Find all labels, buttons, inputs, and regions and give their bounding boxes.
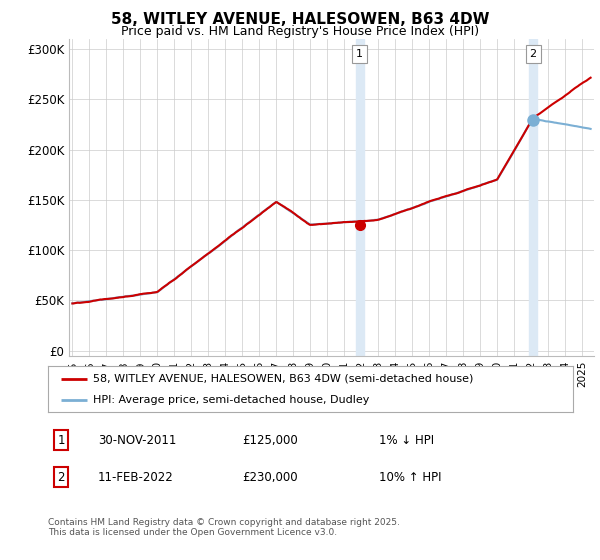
Text: 1% ↓ HPI: 1% ↓ HPI bbox=[379, 434, 434, 447]
Text: 58, WITLEY AVENUE, HALESOWEN, B63 4DW: 58, WITLEY AVENUE, HALESOWEN, B63 4DW bbox=[111, 12, 489, 27]
Text: 1: 1 bbox=[356, 49, 364, 59]
Text: HPI: Average price, semi-detached house, Dudley: HPI: Average price, semi-detached house,… bbox=[92, 395, 369, 405]
Text: 10% ↑ HPI: 10% ↑ HPI bbox=[379, 471, 441, 484]
Text: 2: 2 bbox=[58, 471, 65, 484]
Bar bbox=[356, 39, 364, 356]
Text: 2: 2 bbox=[530, 49, 537, 59]
Text: Price paid vs. HM Land Registry's House Price Index (HPI): Price paid vs. HM Land Registry's House … bbox=[121, 25, 479, 38]
Text: 1: 1 bbox=[58, 434, 65, 447]
Text: 58, WITLEY AVENUE, HALESOWEN, B63 4DW (semi-detached house): 58, WITLEY AVENUE, HALESOWEN, B63 4DW (s… bbox=[92, 374, 473, 384]
Bar bbox=[529, 39, 538, 356]
Text: £230,000: £230,000 bbox=[242, 471, 298, 484]
Text: 30-NOV-2011: 30-NOV-2011 bbox=[98, 434, 176, 447]
Text: Contains HM Land Registry data © Crown copyright and database right 2025.
This d: Contains HM Land Registry data © Crown c… bbox=[48, 518, 400, 538]
Text: 11-FEB-2022: 11-FEB-2022 bbox=[98, 471, 173, 484]
Text: £125,000: £125,000 bbox=[242, 434, 298, 447]
